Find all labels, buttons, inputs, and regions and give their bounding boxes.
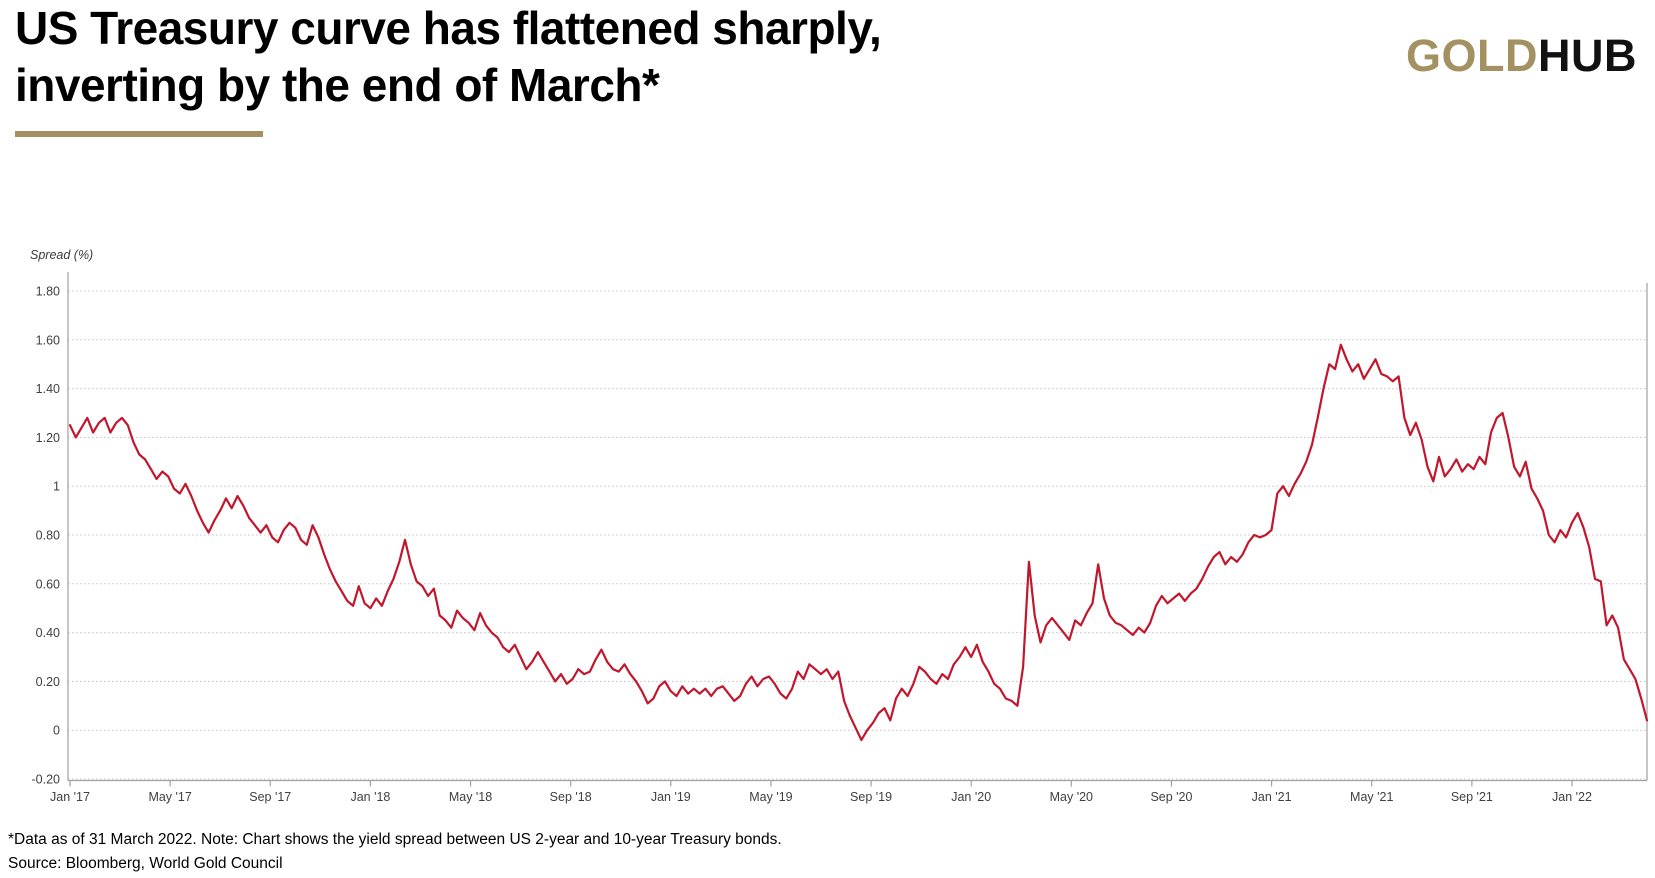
y-tick-label: 0.60 xyxy=(36,577,60,591)
page-title-line1: US Treasury curve has flattened sharply, xyxy=(15,2,882,54)
x-tick-label: Jan '19 xyxy=(651,790,691,804)
y-tick-label: 1.80 xyxy=(36,285,60,299)
source-line: Source: Bloomberg, World Gold Council xyxy=(8,855,283,872)
x-tick-label: Jan '22 xyxy=(1552,790,1592,804)
x-tick-label: Sep '19 xyxy=(850,790,892,804)
y-tick-label: 0.80 xyxy=(36,529,60,543)
x-tick-label: Sep '18 xyxy=(550,790,592,804)
gridlines xyxy=(68,290,1647,780)
x-tick-label: Jan '20 xyxy=(951,790,991,804)
x-tick-label: Jan '17 xyxy=(50,790,90,804)
chart-footnotes: *Data as of 31 March 2022. Note: Chart s… xyxy=(8,828,782,876)
spread-line xyxy=(68,343,1649,742)
y-tick-label: 1 xyxy=(53,480,60,494)
goldhub-logo: GOLDHUB xyxy=(1406,30,1637,82)
logo-hub-text: HUB xyxy=(1538,30,1637,81)
x-tick-label: Sep '21 xyxy=(1451,790,1493,804)
x-axis-labels: Jan '17 May '17 Sep '17 Jan '18 May '18 Sep '… xyxy=(50,790,1592,804)
x-tick-label: Sep '20 xyxy=(1150,790,1192,804)
y-tick-label: 1.60 xyxy=(36,333,60,347)
title-underline-accent xyxy=(15,131,263,137)
x-tick-label: May '20 xyxy=(1050,790,1093,804)
logo-gold-text: GOLD xyxy=(1406,30,1538,81)
x-tick-label: May '18 xyxy=(449,790,492,804)
x-tick-label: Jan '21 xyxy=(1252,790,1292,804)
y-tick-label: 1.20 xyxy=(36,431,60,445)
y-tick-label: 0 xyxy=(53,724,60,738)
page-title-line2: inverting by the end of March* xyxy=(15,59,660,111)
y-axis-title: Spread (%) xyxy=(30,248,94,262)
page-title: US Treasury curve has flattened sharply,… xyxy=(15,0,882,114)
x-tick-label: Jan '18 xyxy=(350,790,390,804)
x-tick-label: May '21 xyxy=(1350,790,1393,804)
footnote: *Data as of 31 March 2022. Note: Chart s… xyxy=(8,831,782,848)
y-tick-label: -0.20 xyxy=(32,773,61,787)
y-tick-label: 1.40 xyxy=(36,382,60,396)
y-axis-labels: 1.80 1.60 1.40 1.20 1 0.80 0.60 0.40 0.20 0 -0.20 xyxy=(32,285,61,787)
y-tick-label: 0.40 xyxy=(36,626,60,640)
axis-frame xyxy=(67,272,1648,787)
x-tick-label: Sep '17 xyxy=(249,790,291,804)
x-tick-label: May '19 xyxy=(749,790,792,804)
y-tick-label: 0.20 xyxy=(36,675,60,689)
x-tick-label: May '17 xyxy=(148,790,191,804)
